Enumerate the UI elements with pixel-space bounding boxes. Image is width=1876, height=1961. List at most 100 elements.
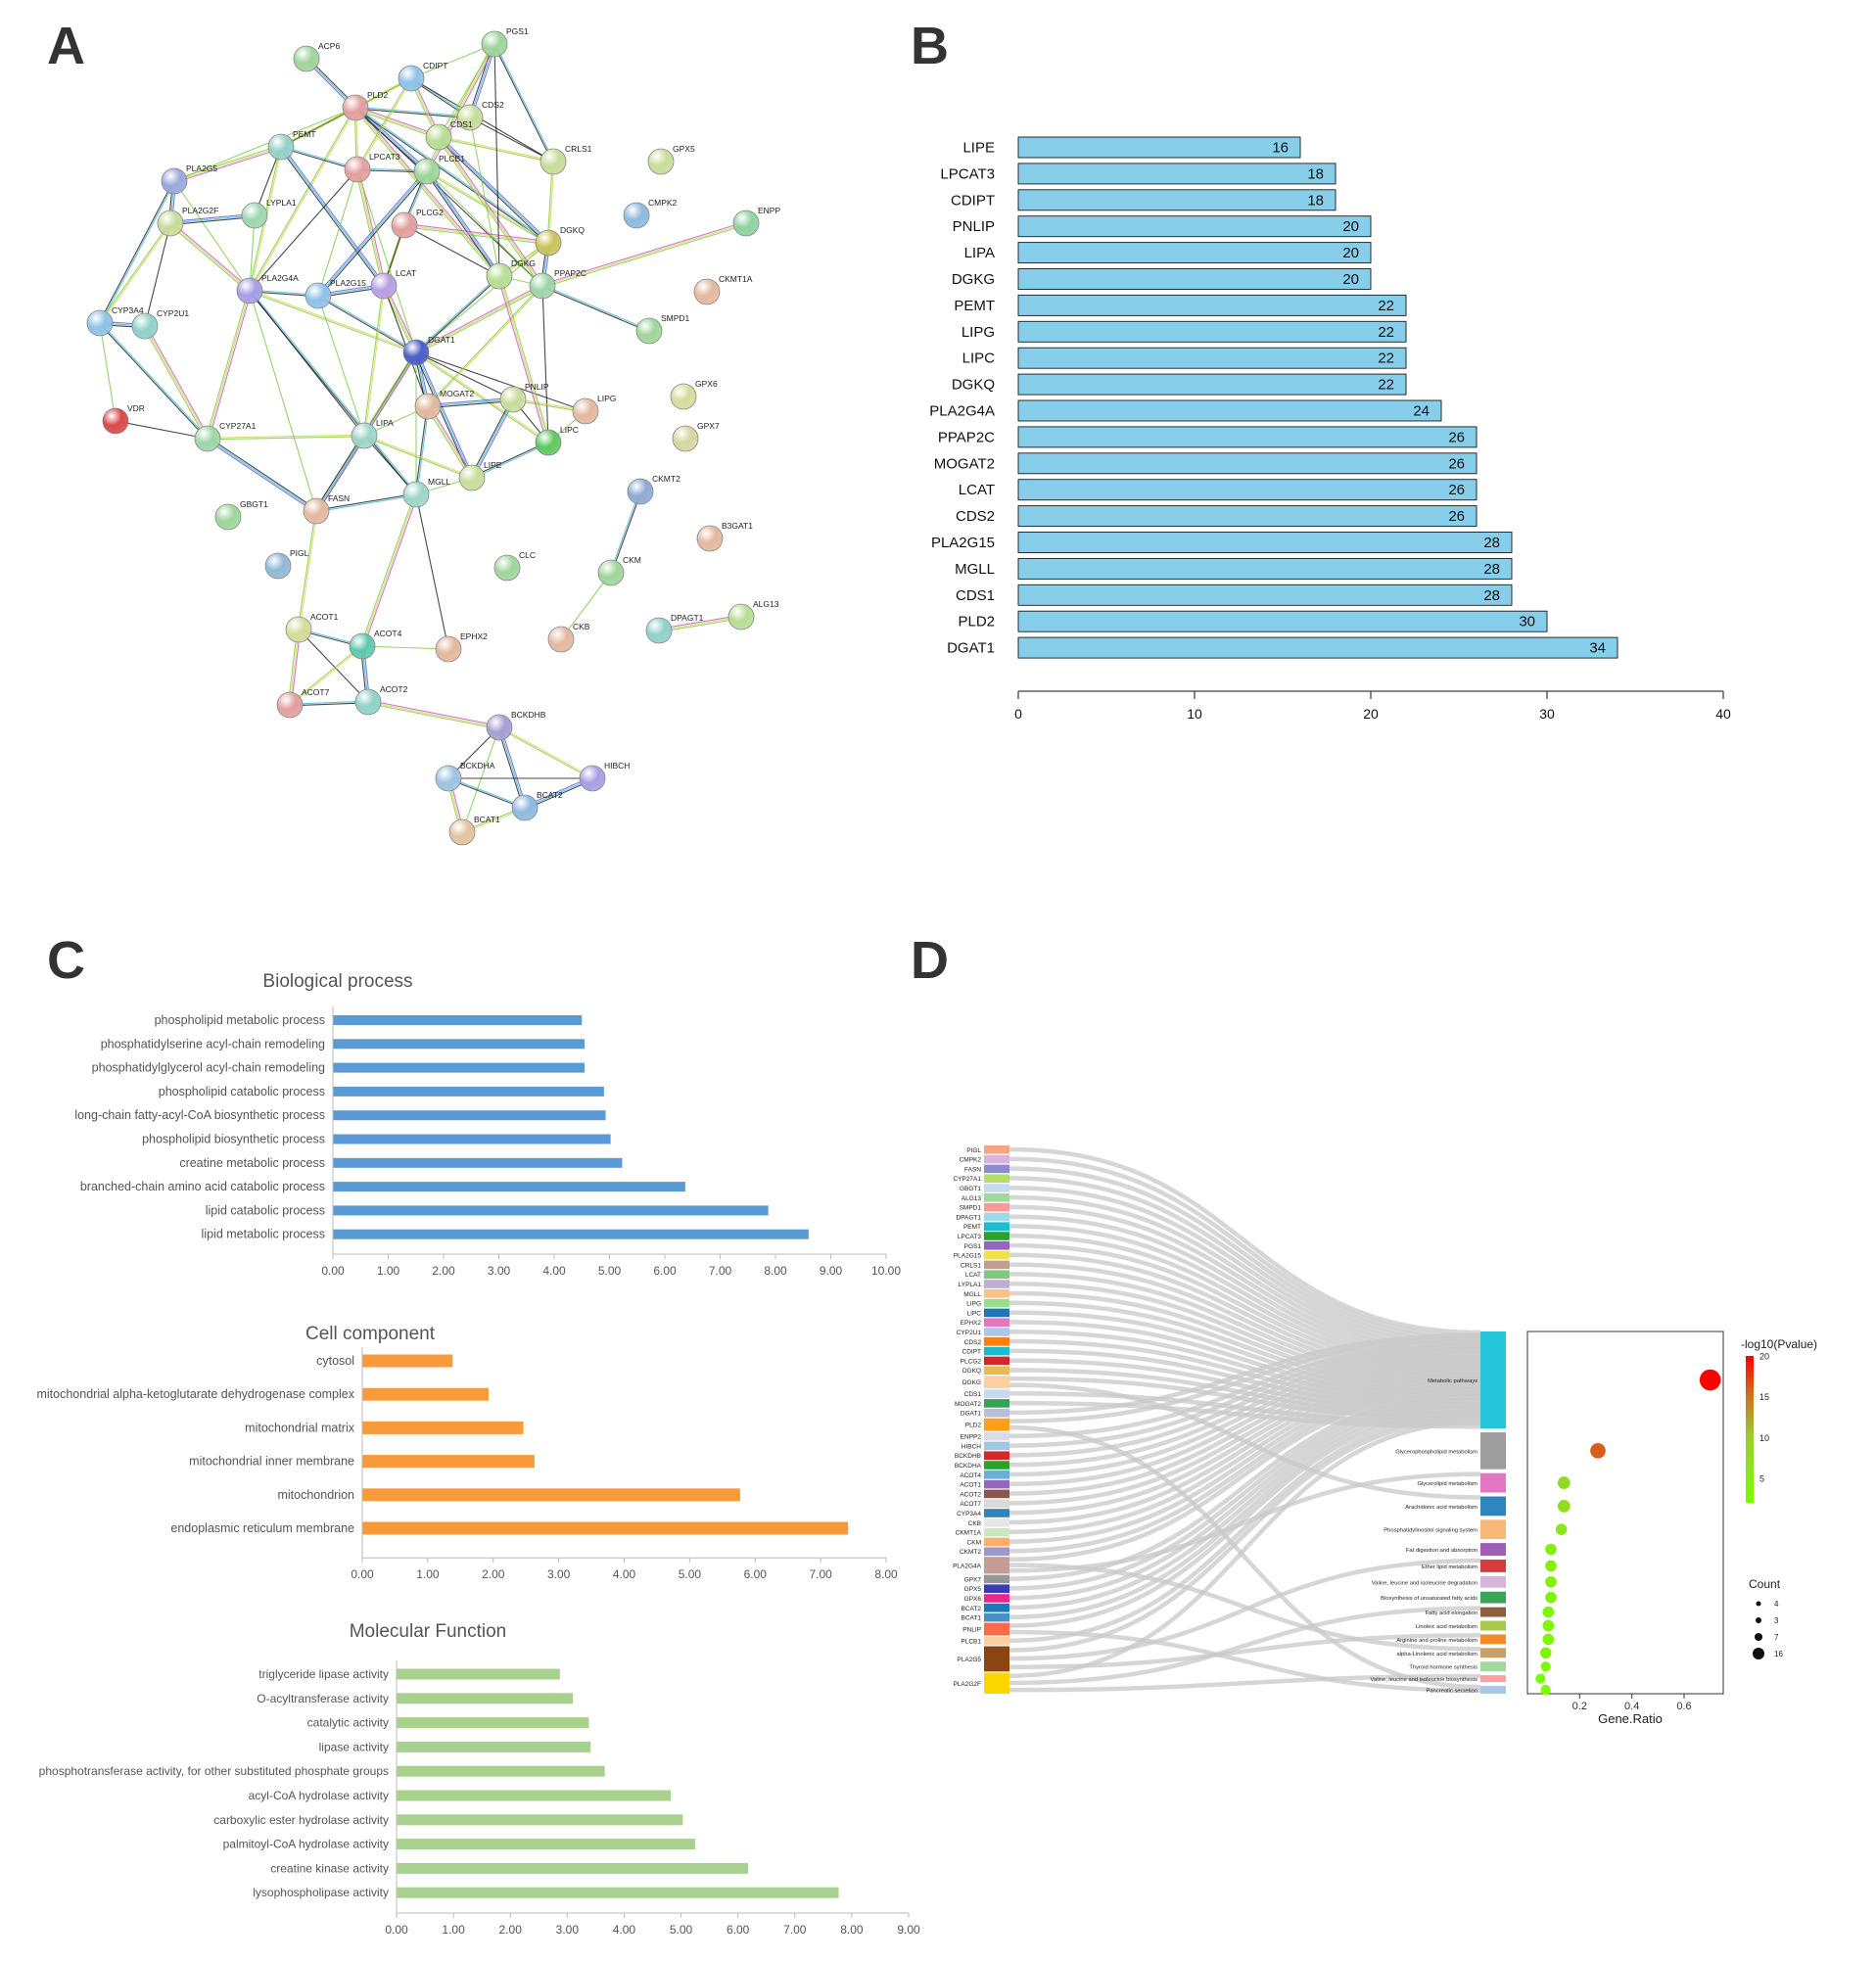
network-node-label: BCAT2 [537,790,563,800]
x-tick-label: 0.00 [385,1923,408,1937]
gene-node-pla2g4a [984,1557,1009,1574]
gene-label-plcb1: PLCB1 [961,1639,981,1646]
network-edge [425,171,499,278]
network-node-circle [241,202,268,229]
bar-carboxylic-ester-hydrolase-activity [397,1814,683,1826]
x-tick-label: 4.00 [613,1567,636,1581]
category-label-lysophospholipase-activity: lysophospholipase activity [253,1886,389,1899]
sankey-flow [1008,1398,1481,1601]
network-edge [315,435,365,512]
bar-phosphatidylserine-acyl-chain-remodeling [333,1039,586,1050]
gene-label-plcg2: PLCG2 [961,1358,982,1365]
network-edge [354,169,383,287]
pathway-node-linoleic-acid-metabolism [1480,1620,1506,1631]
network-edge [438,136,549,244]
sankey-flow [1008,1558,1481,1661]
network-node-smpd1: SMPD1 [635,313,690,345]
network-edge [438,137,553,163]
network-edge [437,137,548,245]
network-edge [414,405,428,494]
network-edge [427,405,473,479]
pathway-node-glycerophospholipid-metabolism [1480,1432,1506,1470]
network-edge [367,701,500,728]
network-edge [100,223,172,324]
pathway-node-thyroid-hormone-synthesis [1480,1661,1506,1672]
data-label-lipg: 22 [1378,324,1394,341]
network-node-acot1: ACOT1 [285,612,339,643]
gene-node-ckmt2 [984,1547,1009,1556]
network-node-clc: CLC [493,550,536,582]
network-node-label: PIGL [290,548,309,558]
gene-label-ephx2: EPHX2 [961,1320,982,1327]
data-label-ppap2c: 26 [1448,429,1465,445]
gene-label-pemt: PEMT [963,1224,981,1231]
bar-pla2g4a [1017,399,1442,422]
network-node-label: GPX6 [695,379,718,389]
network-edge [280,146,385,287]
network-node-label: ACOT7 [302,687,330,697]
network-node-label: LCAT [396,268,416,278]
category-label-pla2g4a: PLA2G4A [929,403,995,420]
network-node-bckdha: BCKDHA [435,761,495,792]
gene-label-cyp2u1: CYP2U1 [957,1330,982,1336]
network-edge [492,44,553,163]
chart-title-biological-process: Biological process [262,971,412,992]
gene-label-acot7: ACOT7 [960,1501,981,1508]
dot-x-tick-label: 0.2 [1572,1701,1587,1712]
network-node-ckmt2: CKMT2 [627,474,680,505]
pathway-label-biosynthesis-of-unsaturated-fatty-acids: Biosynthesis of unsaturated fatty acids [1381,1596,1477,1602]
gene-node-lipg [984,1298,1009,1308]
network-edge [250,108,357,292]
pathway-node-fatty-acid-elongation [1480,1607,1506,1617]
network-edge [494,43,555,162]
size-legend-dot [1756,1617,1761,1623]
category-label-phosphatidylserine-acyl-chain-remodeling: phosphatidylserine acyl-chain remodeling [101,1037,325,1051]
sankey-flow [1008,1176,1481,1346]
gene-label-pld2: PLD2 [965,1423,982,1429]
x-tick-label: 1.00 [377,1264,400,1278]
gene-node-acot1 [984,1479,1009,1489]
pathway-node-valine-leucine-and-isoleucine-biosynthesis [1480,1675,1506,1683]
network-node-circle [572,397,599,425]
gene-label-lpcat3: LPCAT3 [958,1234,981,1240]
network-node-cyp3a4: CYP3A4 [86,305,144,337]
gene-label-dgkq: DGKQ [962,1368,981,1375]
gene-label-pla2g4a: PLA2G4A [953,1563,982,1569]
network-node-circle [303,497,330,525]
network-edge [428,400,514,409]
network-node-ckb: CKB [547,622,590,653]
dot-metabolic-pathways [1699,1369,1721,1391]
network-node-circle [627,478,654,505]
network-node-circle [696,525,724,552]
pathway-label-fatty-acid-elongation: Fatty acid elongation [1426,1611,1478,1616]
network-edge [174,147,282,184]
network-edge [169,214,256,224]
bar-lipase-activity [397,1741,591,1752]
network-edge [542,284,650,331]
dot-arachidonic-acid-metabolism [1557,1499,1571,1513]
gene-node-mogat2 [984,1399,1009,1408]
network-node-plcg2: PLCG2 [391,208,444,239]
network-node-hibch: HIBCH [579,761,630,792]
network-edge [99,323,208,440]
network-node-label: GBGT1 [240,499,268,509]
gene-node-ckmt1a [984,1527,1009,1537]
bar-lipg [1017,320,1407,343]
network-edge [416,276,500,353]
network-edge [541,286,649,333]
network-node-lipc: LIPC [535,425,579,456]
data-label-mgll: 28 [1483,561,1500,578]
gene-label-ckmt2: CKMT2 [960,1549,981,1556]
bar-ppap2c [1017,426,1477,448]
gene-label-ckmt1a: CKMT1A [956,1530,982,1537]
network-node-circle [354,688,382,716]
x-tick-label: 7.00 [709,1264,732,1278]
category-label-lipid-catabolic-process: lipid catabolic process [206,1203,325,1217]
network-node-circle [493,554,521,582]
category-label-acyl-coa-hydrolase-activity: acyl-CoA hydrolase activity [249,1789,389,1802]
gene-node-fasn [984,1164,1009,1174]
gene-label-lcat: LCAT [965,1272,981,1279]
network-edge [493,43,500,277]
dot-valine-leucine-and-isoleucine-degradation [1545,1575,1557,1588]
network-edge [472,443,549,480]
